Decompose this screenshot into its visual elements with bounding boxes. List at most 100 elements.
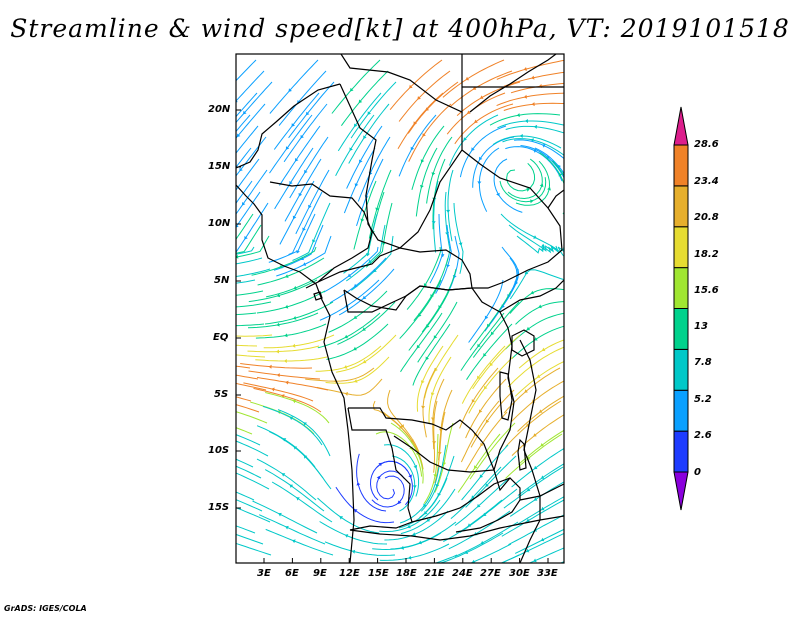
streamline (406, 246, 442, 310)
streamline (516, 235, 560, 254)
streamline (236, 169, 268, 215)
streamline-arrow (409, 446, 413, 450)
streamline-arrow (276, 349, 280, 354)
streamline-arrow (400, 545, 404, 550)
streamline-arrow (524, 389, 528, 393)
lat-label: 5N (214, 275, 230, 286)
streamline (252, 500, 318, 534)
streamline (408, 103, 452, 162)
streamline (236, 202, 269, 253)
streamline (236, 434, 261, 446)
streamline (376, 470, 405, 500)
streamline-arrow (433, 335, 438, 339)
streamline (511, 447, 564, 488)
border-nigeria (269, 181, 373, 289)
streamline (236, 499, 263, 512)
streamline-arrow (285, 146, 290, 150)
streamline-arrow (479, 474, 484, 478)
streamline (236, 440, 269, 457)
streamline-arrow (479, 95, 484, 99)
streamline-arrow (354, 183, 359, 187)
streamline (398, 477, 448, 529)
streamline (421, 268, 457, 333)
streamline-arrow (303, 422, 307, 426)
streamline (469, 290, 512, 351)
streamline-arrow (293, 316, 297, 320)
streamline (269, 59, 319, 114)
streamline (236, 411, 268, 424)
colorbar-segment (673, 348, 689, 391)
streamline (236, 268, 271, 277)
streamline-arrow (423, 283, 428, 287)
streamline (248, 279, 318, 303)
streamline (340, 70, 389, 126)
lon-label: 27E (480, 568, 501, 579)
streamline (428, 356, 452, 425)
streamline-arrow (306, 111, 310, 116)
streamline (262, 405, 323, 446)
streamline (336, 334, 397, 373)
streamline-arrow (526, 518, 530, 522)
streamline (503, 71, 564, 87)
colorbar-segment (673, 185, 689, 228)
streamline-arrow (291, 123, 295, 127)
streamline-arrow (211, 418, 214, 422)
streamline (503, 367, 561, 414)
streamline-arrow (433, 474, 438, 478)
streamline (472, 301, 520, 358)
streamline (236, 246, 255, 255)
streamline (236, 312, 257, 316)
streamline-arrow (228, 305, 231, 309)
streamline (335, 114, 375, 177)
streamline (253, 387, 322, 413)
streamline-arrow (418, 313, 422, 317)
border-ethiopia (461, 149, 563, 289)
eritrea-coast (547, 189, 564, 209)
streamline-arrow (533, 433, 537, 437)
streamline-arrow (222, 352, 225, 356)
streamline-arrow (420, 159, 425, 163)
streamline (315, 345, 382, 372)
streamline-arrow (523, 67, 527, 71)
streamline-arrow (432, 441, 437, 445)
streamline-arrow (472, 86, 477, 90)
streamline-arrow (284, 333, 288, 338)
streamline (343, 147, 376, 214)
border-zambia (411, 477, 521, 533)
streamline (461, 345, 506, 404)
streamline (499, 177, 547, 203)
streamline (371, 475, 405, 508)
streamline-arrow (353, 315, 358, 319)
streamline-arrow (525, 548, 530, 553)
streamline (236, 344, 258, 347)
streamline-arrow (214, 483, 218, 487)
streamline-arrow (471, 559, 476, 563)
streamline (460, 400, 500, 463)
streamline (518, 339, 564, 369)
streamline (375, 431, 423, 477)
red-sea-coast (469, 54, 557, 113)
streamline (439, 532, 504, 563)
streamline-arrow (431, 172, 436, 176)
streamline-arrow (412, 485, 417, 489)
streamline (416, 345, 444, 412)
streamline (257, 376, 329, 391)
streamline-arrow (533, 124, 538, 129)
colorbar-label: 15.6 (694, 285, 719, 296)
streamline (365, 202, 393, 268)
border-chad-niger (236, 83, 341, 169)
streamline (413, 257, 449, 322)
streamline-arrow (220, 294, 223, 298)
streamline (450, 466, 502, 519)
bioko-island (313, 291, 323, 301)
streamline (465, 378, 507, 439)
streamline (449, 114, 499, 166)
streamline-arrow (530, 290, 534, 295)
streamline-arrow (243, 110, 247, 115)
streamline (465, 411, 508, 472)
colorbar (673, 106, 689, 511)
streamline (236, 257, 263, 265)
streamline (279, 125, 321, 186)
streamline-arrow (541, 347, 546, 352)
